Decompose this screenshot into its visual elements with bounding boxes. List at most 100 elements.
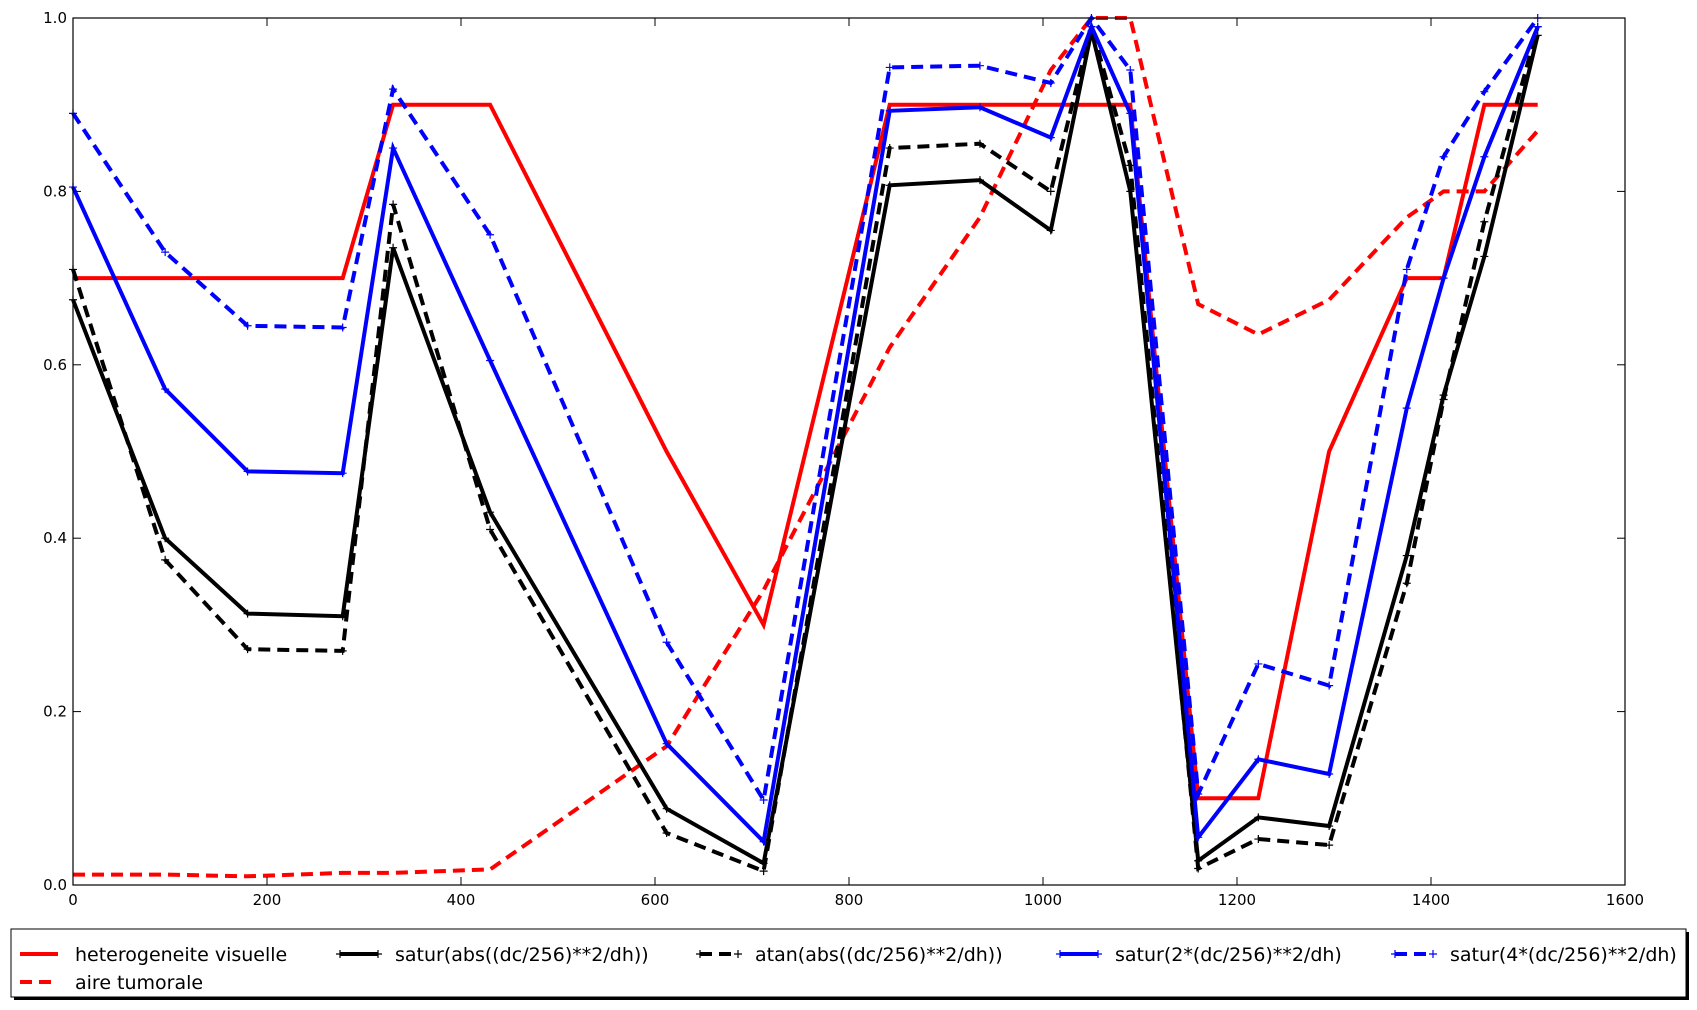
data-point bbox=[1126, 66, 1135, 75]
data-point bbox=[1126, 187, 1135, 196]
data-point bbox=[389, 85, 398, 94]
data-point bbox=[1126, 161, 1135, 170]
data-point bbox=[1325, 841, 1334, 850]
data-point bbox=[1254, 835, 1263, 844]
series-line-3 bbox=[71, 18, 1540, 874]
y-tick-label: 0.0 bbox=[43, 876, 67, 894]
legend-item-2: satur(abs((dc/256)**2/dh)) bbox=[336, 944, 649, 966]
y-tick-label: 0.2 bbox=[43, 703, 67, 721]
legend-item-5: satur(4*(dc/256)**2/dh) bbox=[1391, 944, 1677, 966]
legend-marker bbox=[1056, 950, 1064, 958]
series-line-4 bbox=[71, 21, 1540, 846]
data-point bbox=[1439, 152, 1448, 161]
legend-box bbox=[10, 928, 1687, 998]
series-5 bbox=[69, 14, 1542, 806]
y-tick-label: 0.8 bbox=[43, 182, 67, 200]
data-point bbox=[486, 525, 495, 534]
data-point bbox=[338, 323, 347, 332]
series-line-2 bbox=[71, 30, 1540, 867]
data-point bbox=[161, 534, 170, 543]
x-tick-label: 600 bbox=[641, 891, 670, 909]
data-point bbox=[1194, 789, 1203, 798]
data-point bbox=[1046, 187, 1055, 196]
data-point bbox=[885, 63, 894, 72]
y-tick-label: 1.0 bbox=[43, 9, 67, 27]
data-point bbox=[1402, 404, 1411, 413]
data-point bbox=[338, 469, 347, 478]
legend-label: satur(4*(dc/256)**2/dh) bbox=[1450, 944, 1677, 966]
data-point bbox=[662, 638, 671, 647]
data-point bbox=[759, 867, 768, 876]
x-tick-label: 1200 bbox=[1218, 891, 1256, 909]
data-point bbox=[243, 321, 252, 330]
data-point bbox=[389, 243, 398, 252]
legend-marker bbox=[696, 950, 704, 958]
legend-label: satur(2*(dc/256)**2/dh) bbox=[1115, 944, 1342, 966]
legend-marker bbox=[1391, 950, 1399, 958]
data-point bbox=[975, 176, 984, 185]
data-point bbox=[759, 837, 768, 846]
data-point bbox=[1046, 133, 1055, 142]
data-point bbox=[1325, 681, 1334, 690]
data-point bbox=[1402, 551, 1411, 560]
y-tick-label: 0.6 bbox=[43, 356, 67, 374]
data-point bbox=[1254, 659, 1263, 668]
data-point bbox=[486, 508, 495, 517]
legend: heterogeneite visuelle aire tumorale satur… bbox=[10, 928, 1689, 1000]
data-point bbox=[389, 144, 398, 153]
data-point bbox=[1325, 770, 1334, 779]
data-point bbox=[885, 144, 894, 153]
data-point bbox=[486, 356, 495, 365]
data-point bbox=[1480, 87, 1489, 96]
legend-marker bbox=[734, 950, 742, 958]
data-point bbox=[486, 230, 495, 239]
data-point bbox=[975, 139, 984, 148]
legend-marker bbox=[1094, 950, 1102, 958]
plot-frame bbox=[72, 17, 1626, 886]
x-tick-label: 1600 bbox=[1606, 891, 1644, 909]
data-point bbox=[1254, 813, 1263, 822]
data-point bbox=[975, 61, 984, 70]
legend-marker bbox=[374, 950, 382, 958]
x-tick-label: 800 bbox=[835, 891, 864, 909]
data-point bbox=[161, 555, 170, 564]
legend-label: atan(abs((dc/256)**2/dh)) bbox=[755, 944, 1003, 966]
legend-marker bbox=[336, 950, 344, 958]
legend-item-3: atan(abs((dc/256)**2/dh)) bbox=[696, 944, 1003, 966]
y-tick-label: 0.4 bbox=[43, 529, 67, 547]
x-tick-label: 1000 bbox=[1024, 891, 1062, 909]
data-point bbox=[885, 181, 894, 190]
data-point bbox=[338, 646, 347, 655]
tick-layer: 0 200 400 600 800 1000 1200 1400 1600 0.0 0.2 0.4 0.… bbox=[43, 9, 1644, 909]
data-point bbox=[161, 385, 170, 394]
legend-marker bbox=[1429, 950, 1437, 958]
series-0 bbox=[73, 102, 1538, 801]
legend-item-4: satur(2*(dc/256)**2/dh) bbox=[1056, 944, 1342, 966]
x-tick-label: 400 bbox=[447, 891, 476, 909]
x-tick-label: 0 bbox=[68, 891, 78, 909]
data-point bbox=[1325, 822, 1334, 831]
data-point bbox=[1194, 833, 1203, 842]
legend-label: satur(abs((dc/256)**2/dh)) bbox=[395, 944, 649, 966]
series-4 bbox=[69, 21, 1542, 846]
data-point bbox=[662, 739, 671, 748]
data-point bbox=[1439, 395, 1448, 404]
legend-item-1: aire tumorale bbox=[20, 972, 203, 994]
x-tick-label: 200 bbox=[253, 891, 282, 909]
data-point bbox=[759, 796, 768, 805]
data-point bbox=[161, 248, 170, 257]
data-point bbox=[1402, 265, 1411, 274]
data-point bbox=[1046, 226, 1055, 235]
data-point bbox=[975, 103, 984, 112]
legend-item-0: heterogeneite visuelle bbox=[20, 944, 287, 966]
series-3 bbox=[69, 18, 1542, 876]
plot-background bbox=[73, 18, 1625, 885]
series-line-5 bbox=[71, 14, 1540, 806]
data-point bbox=[1194, 864, 1203, 873]
data-point bbox=[1402, 579, 1411, 588]
series-layer bbox=[69, 14, 1542, 879]
data-point bbox=[885, 106, 894, 115]
data-point bbox=[1480, 252, 1489, 261]
data-point bbox=[1533, 22, 1542, 31]
